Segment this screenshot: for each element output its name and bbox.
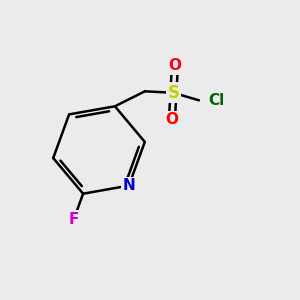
Text: N: N: [122, 178, 135, 193]
Text: O: O: [168, 58, 182, 73]
Text: O: O: [165, 112, 178, 127]
Text: S: S: [167, 84, 179, 102]
Text: Cl: Cl: [208, 93, 224, 108]
Text: F: F: [69, 212, 79, 226]
